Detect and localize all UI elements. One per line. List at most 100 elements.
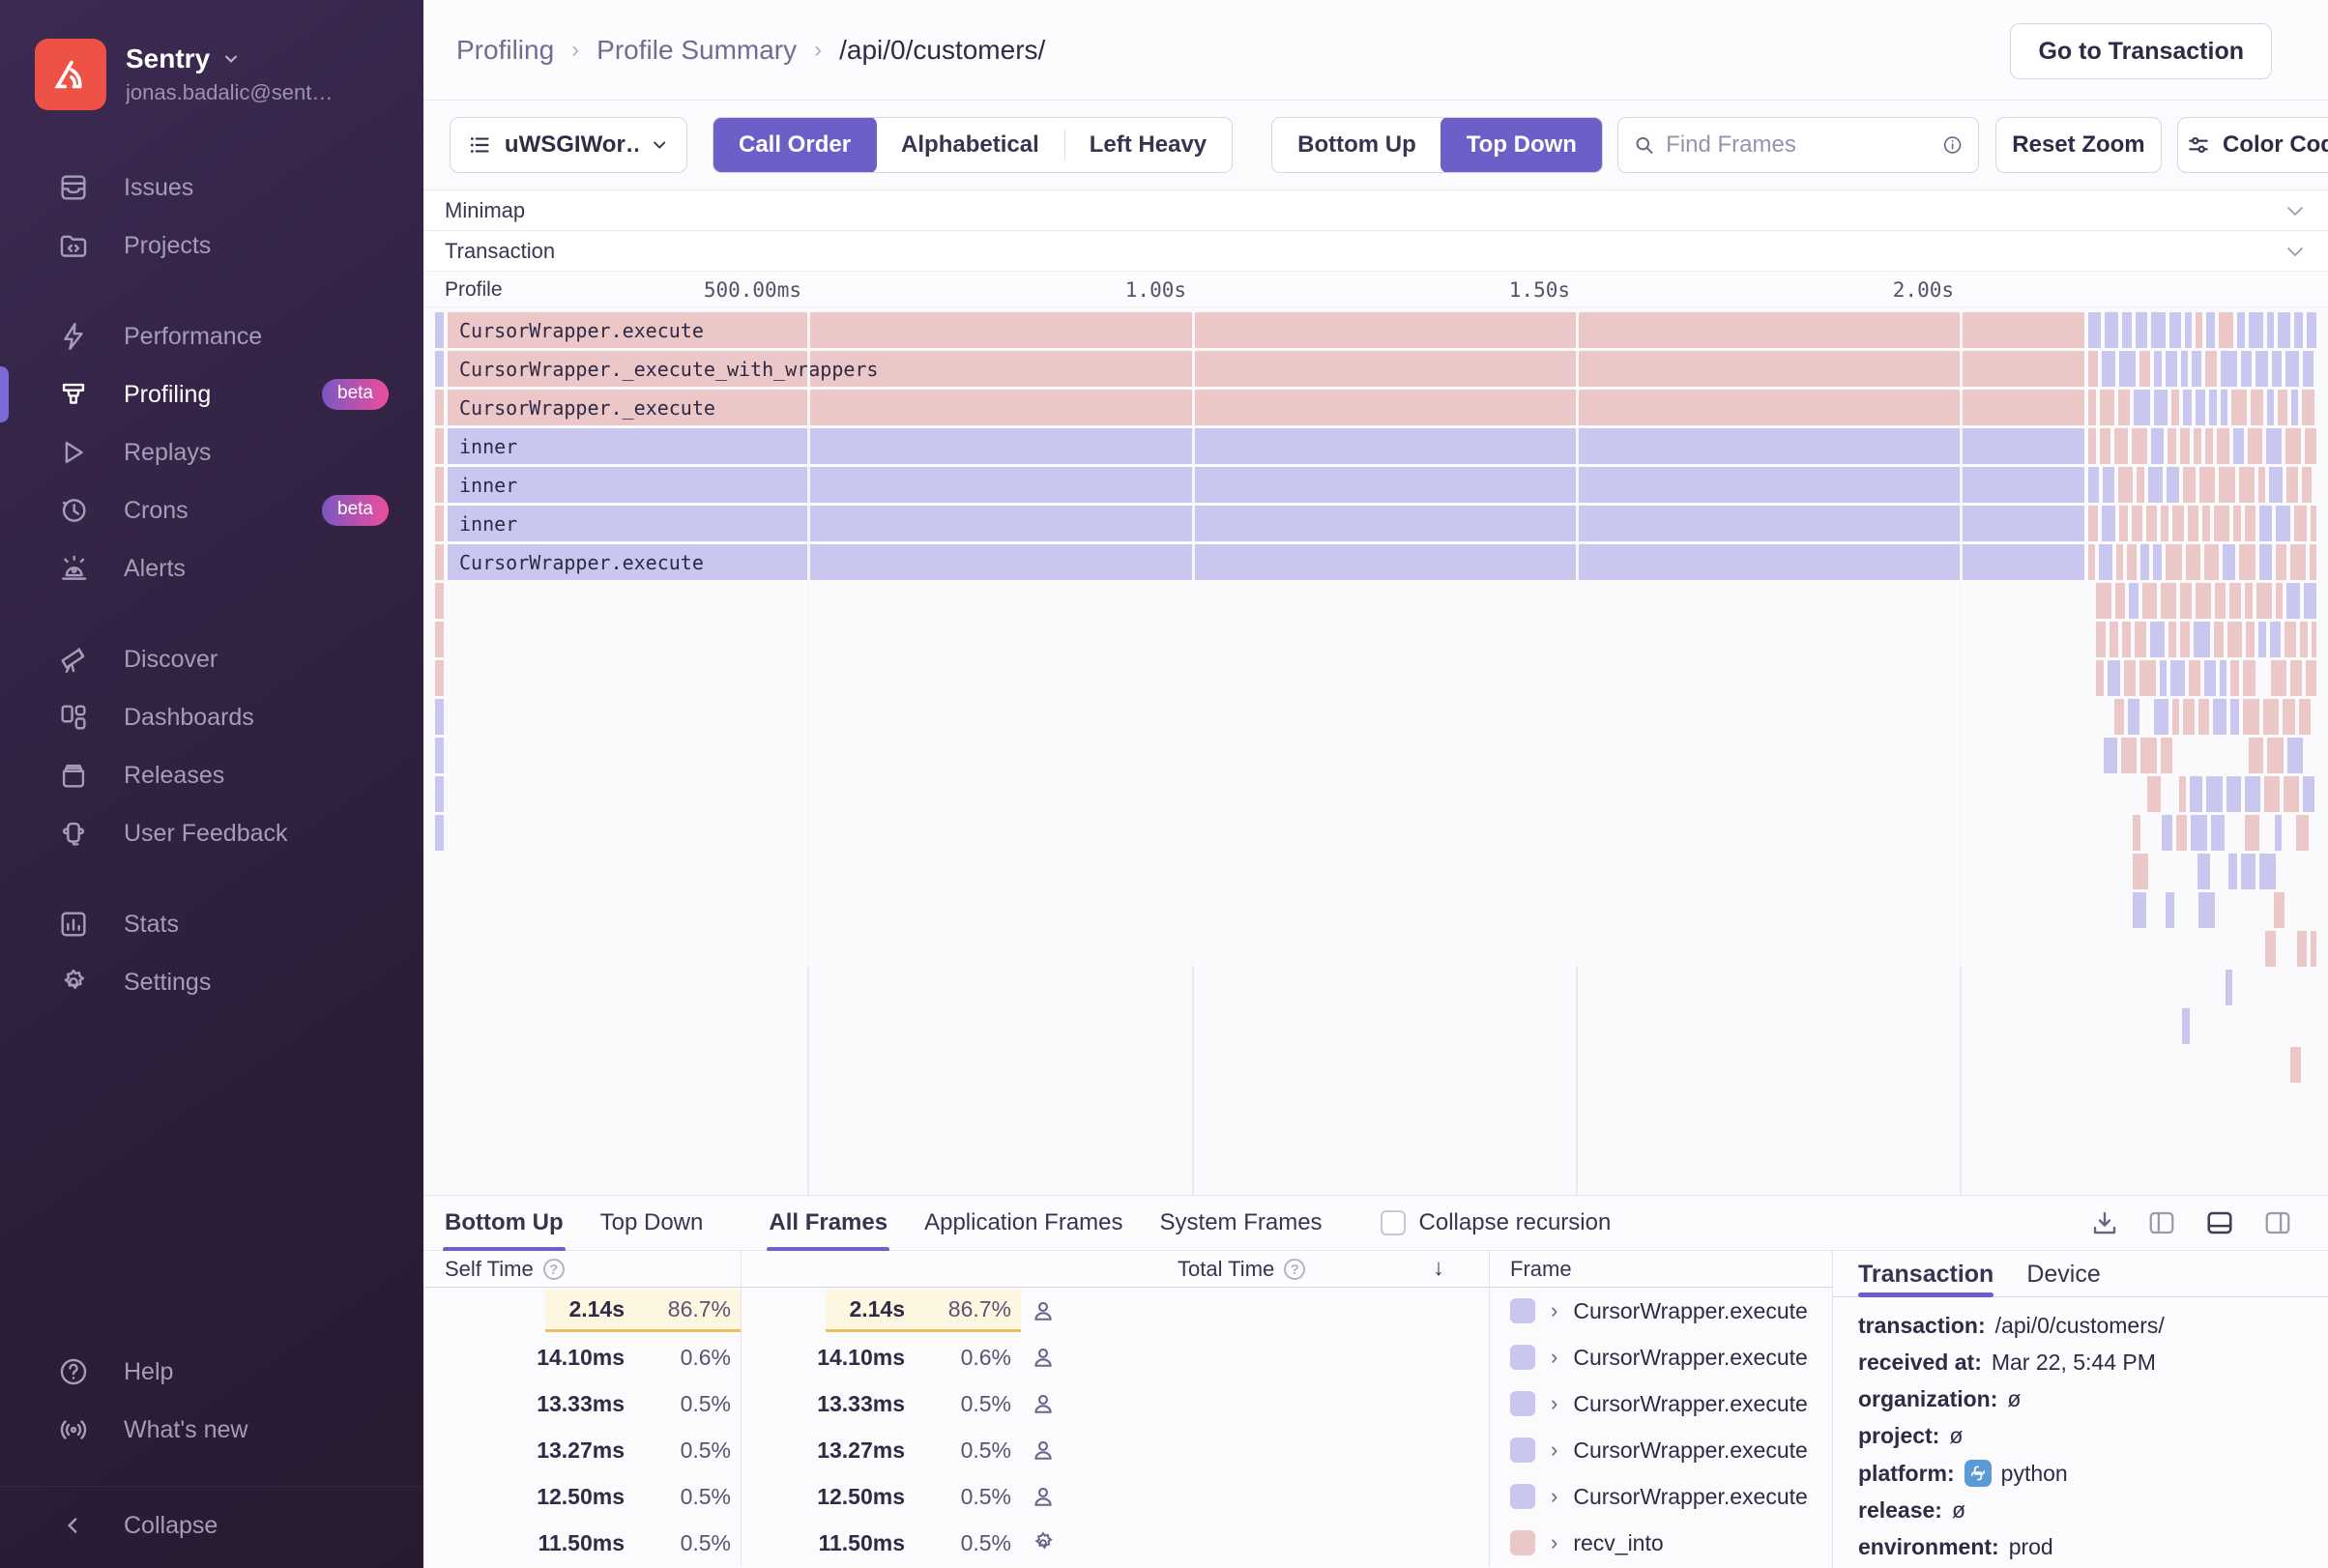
flame-frame-bar-small[interactable] <box>2194 428 2201 464</box>
flame-frame-bar-small[interactable] <box>2122 312 2132 348</box>
flame-frame-bar-small[interactable] <box>2108 660 2120 696</box>
flame-frame-bar-small[interactable] <box>2267 390 2274 425</box>
flame-frame-bar-small[interactable] <box>2196 390 2205 425</box>
flame-frame-bar-small[interactable] <box>2290 660 2302 696</box>
tab-system-frames[interactable]: System Frames <box>1159 1209 1323 1235</box>
flame-frame-bar-small[interactable] <box>2139 660 2156 696</box>
flame-frame-bar-small[interactable] <box>2311 506 2316 541</box>
flame-frame-bar-small[interactable] <box>2162 815 2172 851</box>
flame-frame-bar-small[interactable] <box>2285 428 2301 464</box>
frame-cell[interactable]: › CursorWrapper.execute <box>1489 1473 1808 1520</box>
flame-frame-bar-small[interactable] <box>2148 467 2163 503</box>
flame-frame-bar-small[interactable] <box>2116 544 2123 580</box>
flame-frame-bar-small[interactable] <box>2153 544 2162 580</box>
flame-frame-bar-small[interactable] <box>2191 815 2207 851</box>
flame-frame-bar-small[interactable] <box>2142 583 2157 619</box>
flame-frame-bar-small[interactable] <box>2226 970 2232 1005</box>
tab-all-frames[interactable]: All Frames <box>767 1195 889 1252</box>
flame-frame-bar-small[interactable] <box>2291 390 2298 425</box>
sort-option-call-order[interactable]: Call Order <box>713 118 878 172</box>
flame-frame-bar-small[interactable] <box>2181 351 2188 387</box>
flame-frame-bar-small[interactable] <box>2088 467 2099 503</box>
flame-frame-sliver[interactable] <box>435 699 444 735</box>
flame-frame-bar-small[interactable] <box>2161 738 2172 773</box>
flame-frame-bar-small[interactable] <box>2259 854 2276 889</box>
sidebar-item-issues[interactable]: Issues <box>0 159 423 217</box>
flame-frame-bar-small[interactable] <box>2217 428 2229 464</box>
flame-frame-bar-small[interactable] <box>2147 776 2161 812</box>
flame-frame-bar-small[interactable] <box>2129 583 2139 619</box>
flame-frame-bar-small[interactable] <box>2205 351 2217 387</box>
flame-frame-bar-small[interactable] <box>2185 312 2192 348</box>
sidebar-item-releases[interactable]: Releases <box>0 746 423 804</box>
table-row[interactable]: 13.27ms 0.5% 13.27ms 0.5% › CursorWrapper.… <box>423 1427 1832 1473</box>
flame-frame-bar-small[interactable] <box>2221 390 2227 425</box>
flame-frame-bar-small[interactable] <box>2146 506 2157 541</box>
flame-frame-bar-small[interactable] <box>2137 467 2144 503</box>
flame-frame-bar-small[interactable] <box>2251 390 2263 425</box>
flame-frame-bar-small[interactable] <box>2267 738 2284 773</box>
flame-frame-bar-small[interactable] <box>2248 428 2262 464</box>
frame-cell[interactable]: › CursorWrapper.execute <box>1489 1334 1808 1380</box>
thread-selector[interactable]: uWSGIWor… <box>450 117 687 173</box>
user-icon[interactable] <box>1027 1344 1060 1371</box>
flame-frame-bar-small[interactable] <box>2284 622 2296 657</box>
flame-frame-bar-small[interactable] <box>2096 583 2111 619</box>
flame-frame-bar-small[interactable] <box>2199 467 2215 503</box>
color-coding-button[interactable]: Color Coding <box>2176 117 2328 173</box>
flame-frame-bar-small[interactable] <box>2127 544 2137 580</box>
flame-frame-bar-small[interactable] <box>2278 312 2290 348</box>
sidebar-item-help[interactable]: Help <box>0 1343 423 1401</box>
sidebar-item-alerts[interactable]: Alerts <box>0 539 423 597</box>
flame-frame-bar-small[interactable] <box>2304 583 2316 619</box>
flame-frame-bar-small[interactable] <box>2186 544 2200 580</box>
flame-frame-bar-small[interactable] <box>2167 467 2179 503</box>
flame-frame-bar-small[interactable] <box>2269 467 2283 503</box>
flame-frame-bar-small[interactable] <box>2088 428 2096 464</box>
flame-frame-bar-small[interactable] <box>2237 312 2245 348</box>
flame-frame-bar-small[interactable] <box>2302 390 2314 425</box>
tab-bottom-up[interactable]: Bottom Up <box>443 1195 566 1252</box>
flame-frame-bar-small[interactable] <box>2275 815 2282 851</box>
flame-frame-bar-small[interactable] <box>2183 390 2192 425</box>
sidebar-collapse-button[interactable]: Collapse <box>0 1496 423 1554</box>
tab-application-frames[interactable]: Application Frames <box>924 1209 1123 1235</box>
flame-frame-bar-small[interactable] <box>2245 815 2259 851</box>
flame-frame-bar-small[interactable] <box>2214 622 2224 657</box>
flame-frame-bar-small[interactable] <box>2258 622 2266 657</box>
flame-frame-bar-small[interactable] <box>2310 544 2316 580</box>
flame-frame-bar-small[interactable] <box>2311 931 2316 967</box>
flame-frame-bar-small[interactable] <box>2306 660 2316 696</box>
flame-frame-bar-small[interactable] <box>2243 699 2259 735</box>
flame-frame-bar-small[interactable] <box>2102 351 2115 387</box>
flame-frame-bar-small[interactable] <box>2239 467 2255 503</box>
layout-left-panel-icon[interactable] <box>2146 1208 2177 1237</box>
flame-frame-bar-small[interactable] <box>2219 312 2233 348</box>
flame-frame-bar-small[interactable] <box>2088 312 2101 348</box>
sentry-logo[interactable] <box>35 39 106 110</box>
flame-frame-bar-small[interactable] <box>2241 351 2252 387</box>
flame-frame-bar-small[interactable] <box>2213 699 2226 735</box>
flame-frame-bar-small[interactable] <box>2088 351 2098 387</box>
flamegraph-viewport[interactable]: CursorWrapper.execute CursorWrapper._exec… <box>423 308 2328 1195</box>
flame-frame-bar-small[interactable] <box>2122 622 2131 657</box>
table-row[interactable]: 12.50ms 0.5% 12.50ms 0.5% › CursorWrapper.… <box>423 1473 1832 1520</box>
flame-frame-bar-small[interactable] <box>2161 506 2168 541</box>
flame-frame-bar-small[interactable] <box>2278 390 2287 425</box>
flame-frame-bar-small[interactable] <box>2215 583 2226 619</box>
flame-frame-bar-small[interactable] <box>2266 428 2282 464</box>
minimap-section-header[interactable]: Minimap <box>423 189 2328 230</box>
flame-frame-bar-small[interactable] <box>2150 622 2165 657</box>
flame-frame-bar-small[interactable] <box>2299 699 2311 735</box>
frame-cell[interactable]: › CursorWrapper.execute <box>1489 1288 1808 1334</box>
flame-frame-bar-small[interactable] <box>2255 351 2268 387</box>
flame-frame-bar-small[interactable] <box>2286 583 2300 619</box>
flame-frame-bar-small[interactable] <box>2283 699 2295 735</box>
flame-frame-bar-small[interactable] <box>2287 738 2303 773</box>
flame-frame-bar-small[interactable] <box>2135 622 2146 657</box>
flame-frame-bar-small[interactable] <box>2296 815 2309 851</box>
flame-frame-bar-small[interactable] <box>2100 390 2114 425</box>
direction-option-top-down[interactable]: Top Down <box>1440 118 1602 172</box>
flame-frame-bar-small[interactable] <box>2180 622 2190 657</box>
flame-frame-bar-small[interactable] <box>2168 428 2176 464</box>
